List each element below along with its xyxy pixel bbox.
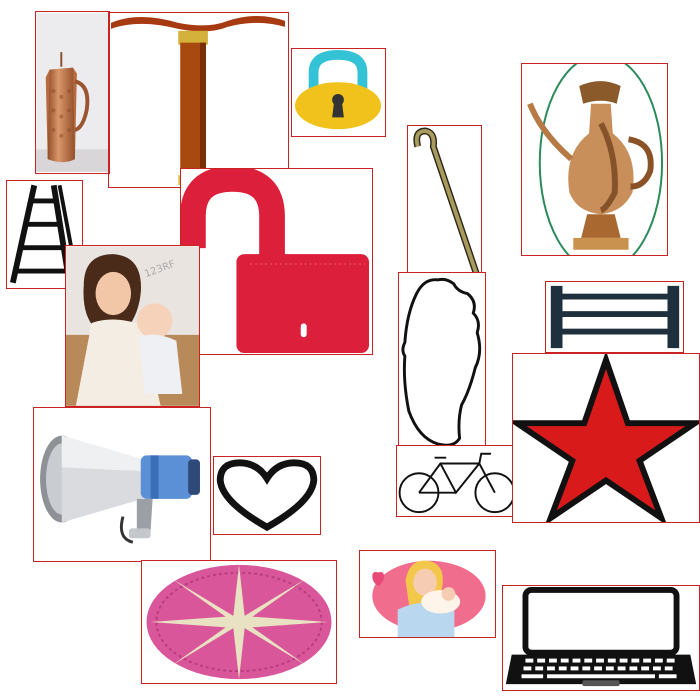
megaphone-icon — [40, 435, 200, 544]
mother-and-baby-illustration-icon — [372, 560, 486, 637]
padlock-icon — [295, 49, 382, 130]
mother-and-baby-photo — [66, 246, 199, 406]
woven-mat-tile — [141, 560, 337, 684]
bicycle-icon — [398, 452, 512, 514]
mother-baby-illustration-tile — [359, 550, 496, 638]
open-padlock-icon — [181, 169, 369, 354]
padlock-tile — [291, 48, 386, 137]
walking-cane-icon — [413, 127, 480, 275]
heart-outline-icon — [216, 459, 318, 532]
mother-baby-photo-tile: 123RF — [65, 245, 200, 407]
t-handle-tool-icon — [111, 15, 286, 186]
brass-pitcher-icon — [527, 64, 664, 255]
boxing-ring-tile — [545, 281, 684, 353]
megaphone-tile — [33, 407, 211, 562]
t-handle-tool-tile — [108, 12, 289, 188]
head-outline-tile — [398, 272, 486, 450]
laptop-tile — [502, 585, 700, 691]
woven-mat-icon — [146, 564, 332, 680]
star-tile — [512, 353, 700, 523]
ladder-tile — [6, 180, 83, 289]
walking-cane-tile — [407, 125, 482, 278]
ladder-icon — [9, 184, 80, 284]
star-icon — [513, 354, 699, 522]
head-outline-icon — [401, 277, 482, 447]
bicycle-tile — [396, 445, 513, 517]
heart-tile — [213, 456, 321, 535]
brass-pitcher-tile — [521, 63, 668, 256]
laptop-icon — [505, 586, 697, 687]
boxing-ring-icon — [550, 285, 680, 349]
copper-jug-icon — [36, 13, 109, 172]
copper-jug-tile — [35, 11, 110, 174]
open-padlock-tile — [180, 168, 373, 355]
